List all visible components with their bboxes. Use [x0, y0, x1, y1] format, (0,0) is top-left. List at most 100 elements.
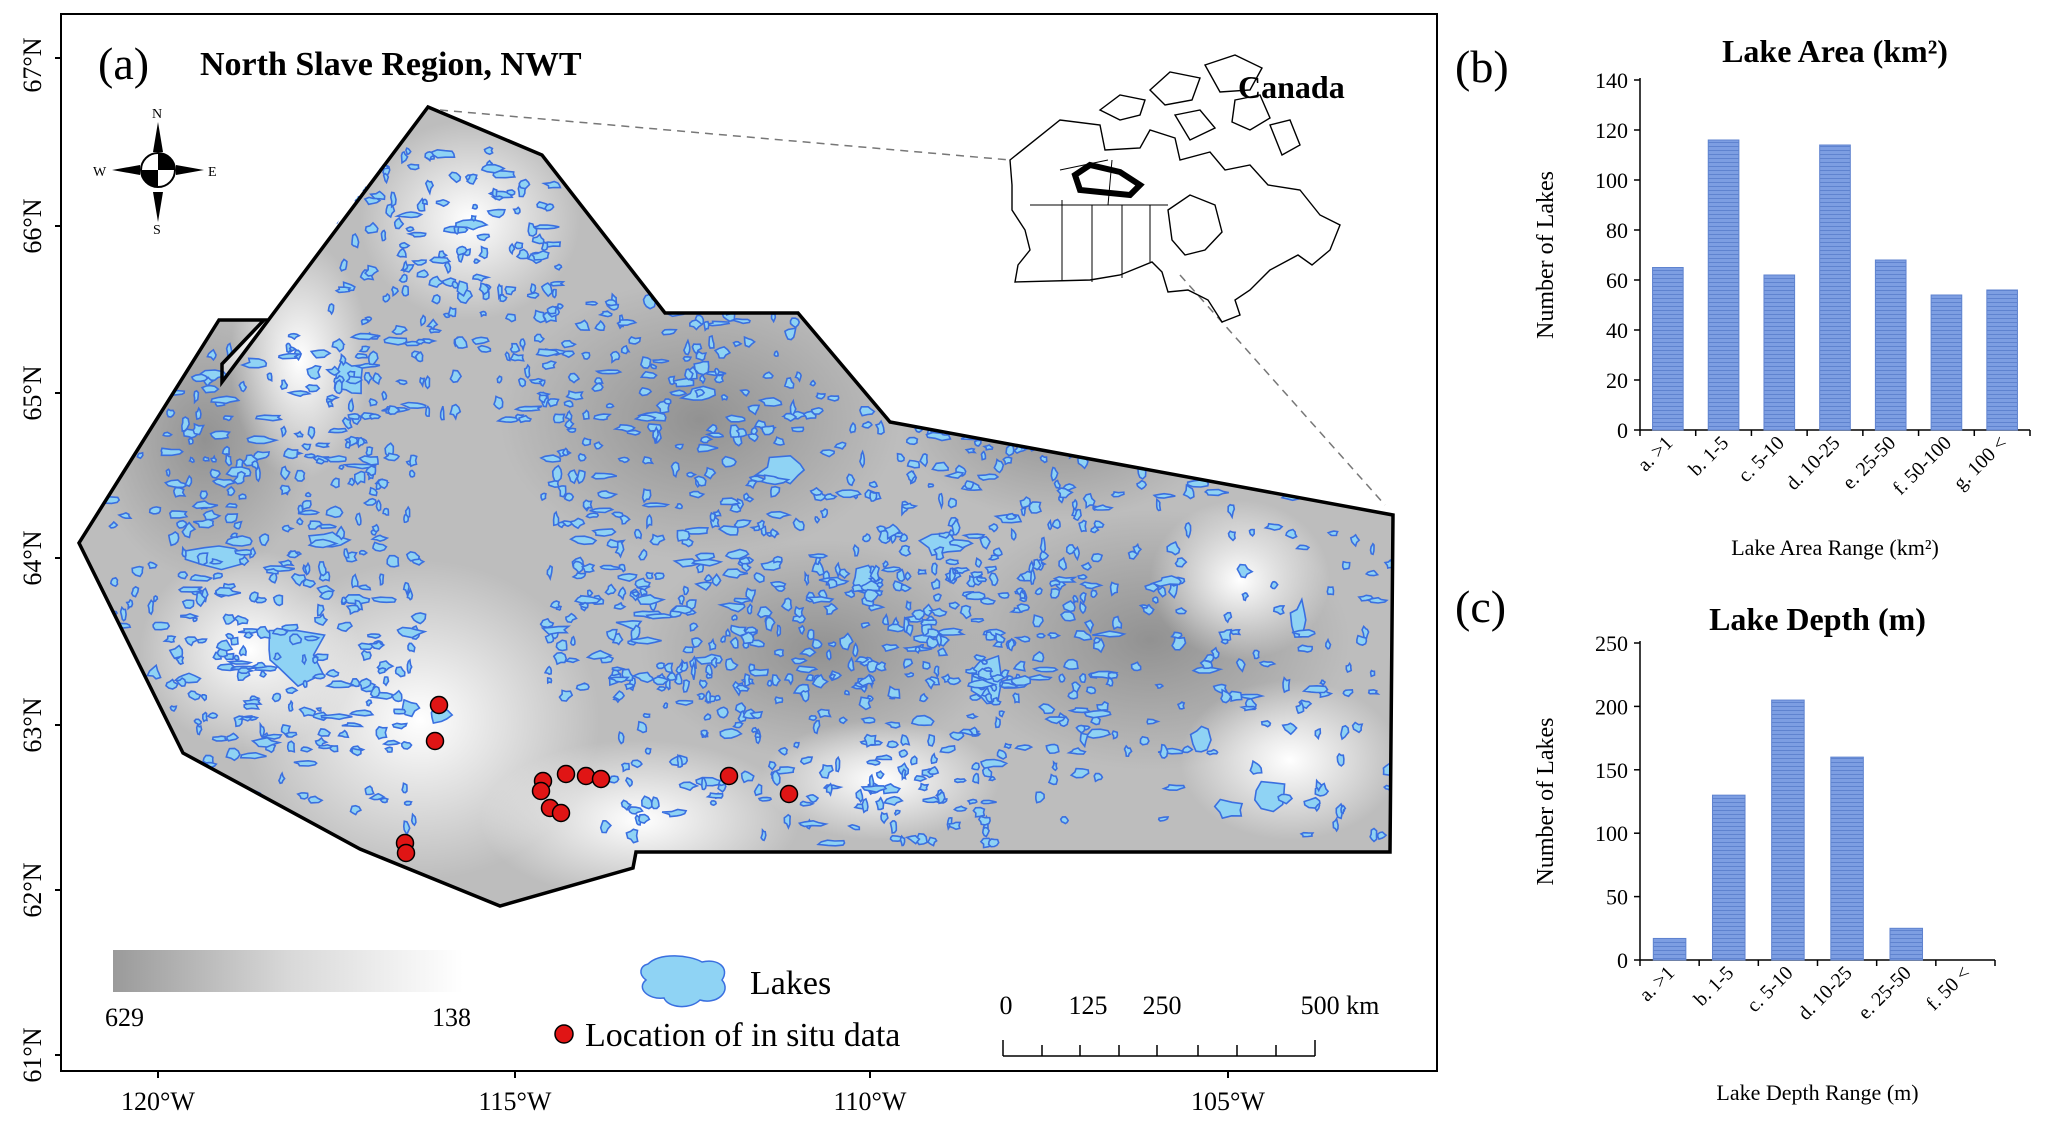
lake: [368, 350, 379, 366]
lake: [698, 679, 708, 690]
lake: [717, 602, 746, 613]
lake: [287, 332, 301, 341]
hudson-bay-outline: [1167, 194, 1223, 256]
lake: [1072, 545, 1081, 562]
legend-insitu-label: Location of in situ data: [585, 1017, 900, 1054]
lake: [262, 733, 283, 740]
lake: [789, 317, 801, 329]
lat-label-65: 65°N: [18, 365, 47, 420]
lake: [224, 452, 233, 467]
canada-arctic-islands: [1098, 54, 1301, 156]
lake: [551, 464, 563, 482]
lake: [695, 563, 705, 574]
lake: [430, 148, 456, 159]
lake: [224, 513, 239, 524]
lake: [449, 403, 462, 421]
lake: [279, 379, 289, 391]
lake: [989, 673, 1006, 683]
lake: [696, 443, 719, 453]
lake: [633, 528, 643, 540]
lake: [859, 406, 876, 417]
lake: [181, 545, 187, 558]
bar: [1874, 259, 1907, 431]
lake: [1049, 579, 1061, 588]
lake: [898, 749, 909, 758]
lake: [307, 795, 324, 804]
lake: [391, 689, 403, 703]
lake: [689, 622, 699, 632]
lake: [561, 350, 576, 359]
y-tick-label: 100: [1595, 168, 1628, 193]
lake: [1012, 660, 1026, 672]
lake: [686, 599, 697, 610]
lake: [959, 604, 972, 620]
lake: [318, 743, 333, 750]
lake: [402, 340, 422, 347]
lake: [471, 336, 490, 346]
lake: [1253, 780, 1286, 813]
lake: [1092, 637, 1105, 654]
lake: [410, 612, 427, 625]
lake: [224, 502, 238, 509]
lake: [534, 333, 545, 344]
lake: [730, 317, 751, 325]
lake: [682, 646, 694, 654]
lake: [564, 418, 575, 429]
lake: [166, 408, 176, 418]
bar: [1707, 139, 1740, 431]
lake: [1072, 594, 1079, 605]
lake: [1301, 684, 1329, 694]
lake: [146, 663, 162, 680]
lake: [1220, 688, 1232, 704]
lake: [703, 573, 713, 582]
lake: [875, 796, 885, 811]
lake: [1249, 759, 1263, 775]
lake: [661, 808, 688, 818]
lake: [922, 796, 943, 804]
lake: [620, 799, 633, 812]
lake: [535, 348, 561, 358]
lake: [996, 749, 1008, 760]
lake: [495, 416, 521, 424]
lake: [696, 692, 706, 701]
lake: [1056, 487, 1074, 499]
lake: [300, 746, 314, 753]
lake: [669, 389, 688, 397]
lake: [797, 624, 806, 636]
lake: [365, 446, 374, 457]
lake: [883, 795, 904, 806]
lake: [733, 597, 753, 605]
lake: [985, 631, 996, 641]
lake: [705, 423, 718, 435]
lake: [569, 635, 576, 646]
lake: [188, 456, 195, 464]
lake: [455, 245, 468, 256]
lake: [757, 796, 773, 802]
lake: [1340, 724, 1350, 741]
y-tick-label: 120: [1595, 118, 1628, 143]
lake: [672, 558, 703, 568]
lake: [315, 707, 323, 712]
lake: [607, 676, 631, 683]
lake: [325, 505, 344, 519]
lake: [854, 656, 870, 664]
lake: [794, 605, 805, 619]
lake: [358, 345, 371, 353]
lake: [924, 677, 936, 690]
lake: [939, 745, 956, 754]
lake: [819, 507, 829, 519]
lake: [863, 733, 877, 748]
lake: [1078, 519, 1087, 533]
lake: [770, 528, 779, 539]
lake: [400, 740, 413, 750]
lake: [229, 532, 239, 539]
lake: [661, 328, 678, 336]
lake: [519, 338, 526, 352]
lake: [544, 631, 555, 644]
lake: [266, 372, 273, 383]
lake: [640, 356, 652, 370]
bar: [1889, 927, 1924, 961]
lake: [762, 371, 774, 380]
lake: [827, 641, 837, 648]
lake: [238, 555, 250, 567]
